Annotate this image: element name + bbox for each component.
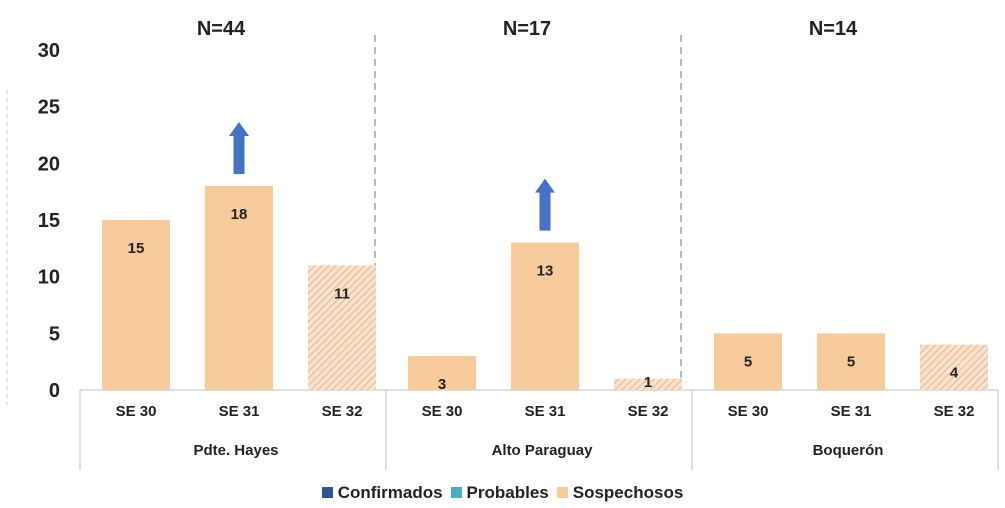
- group-n-label: N=17: [503, 18, 551, 40]
- x-tick-label: SE 30: [422, 403, 463, 420]
- x-tick-label: SE 32: [628, 403, 669, 420]
- bar: [205, 186, 273, 390]
- bar-value-label: 18: [231, 206, 248, 223]
- bar-value-label: 11: [334, 285, 350, 302]
- legend-item: Probables: [450, 483, 549, 503]
- group-name-label: Pdte. Hayes: [193, 442, 278, 459]
- legend-item: Confirmados: [321, 483, 443, 503]
- x-tick-label: SE 30: [728, 403, 769, 420]
- legend-label: Probables: [466, 483, 549, 502]
- legend-swatch: [450, 487, 462, 498]
- bar: [408, 356, 476, 390]
- y-tick-label: 15: [38, 210, 60, 232]
- bar-value-label: 5: [847, 353, 855, 370]
- x-tick-label: SE 31: [525, 403, 566, 420]
- legend-label: Confirmados: [337, 483, 443, 502]
- bar-value-label: 13: [537, 263, 554, 280]
- plot-area: N=44 15 18 11 N=17 3 13 1 N=14 5 5 4: [102, 18, 988, 393]
- y-tick-label: 20: [38, 153, 60, 175]
- legend-item: Sospechosos: [556, 483, 684, 503]
- x-tick-label: SE 31: [831, 403, 872, 420]
- bar: [614, 378, 682, 390]
- group-n-label: N=14: [809, 18, 858, 40]
- bar-value-label: 4: [950, 365, 959, 382]
- bar: [817, 333, 885, 390]
- x-tick-label: SE 30: [116, 403, 157, 420]
- y-tick-label: 10: [38, 267, 60, 289]
- x-tick-label: SE 32: [934, 403, 975, 420]
- increase-arrow-icon: [535, 178, 555, 231]
- bar-value-label: 1: [644, 374, 652, 391]
- y-tick-label: 0: [49, 380, 60, 402]
- bar-value-label: 15: [128, 240, 145, 257]
- y-axis: 0 5 10 15 20 25 30: [6, 40, 60, 405]
- category-axis: Pdte. Hayes SE 30 SE 31 SE 32 Alto Paraguay S…: [79, 35, 999, 470]
- legend-label: Sospechosos: [572, 483, 684, 502]
- group-name-label: Alto Paraguay: [492, 442, 594, 459]
- x-tick-label: SE 32: [322, 403, 363, 420]
- bar: [714, 333, 782, 390]
- y-tick-label: 5: [49, 323, 60, 345]
- group-n-label: N=44: [197, 18, 246, 40]
- bar: [308, 265, 376, 390]
- legend-swatch: [556, 487, 568, 498]
- bar: [920, 344, 988, 390]
- bar-value-label: 3: [438, 376, 446, 393]
- increase-arrow-icon: [229, 122, 249, 174]
- bar-value-label: 5: [744, 353, 752, 370]
- bar: [102, 220, 170, 390]
- x-tick-label: SE 31: [219, 403, 260, 420]
- group-name-label: Boquerón: [813, 442, 884, 459]
- chart-legend: Confirmados Probables Sospechosos: [0, 483, 1005, 503]
- y-tick-label: 25: [38, 97, 60, 119]
- legend-swatch: [321, 487, 333, 498]
- y-tick-label: 30: [38, 40, 60, 62]
- bar: [511, 242, 579, 390]
